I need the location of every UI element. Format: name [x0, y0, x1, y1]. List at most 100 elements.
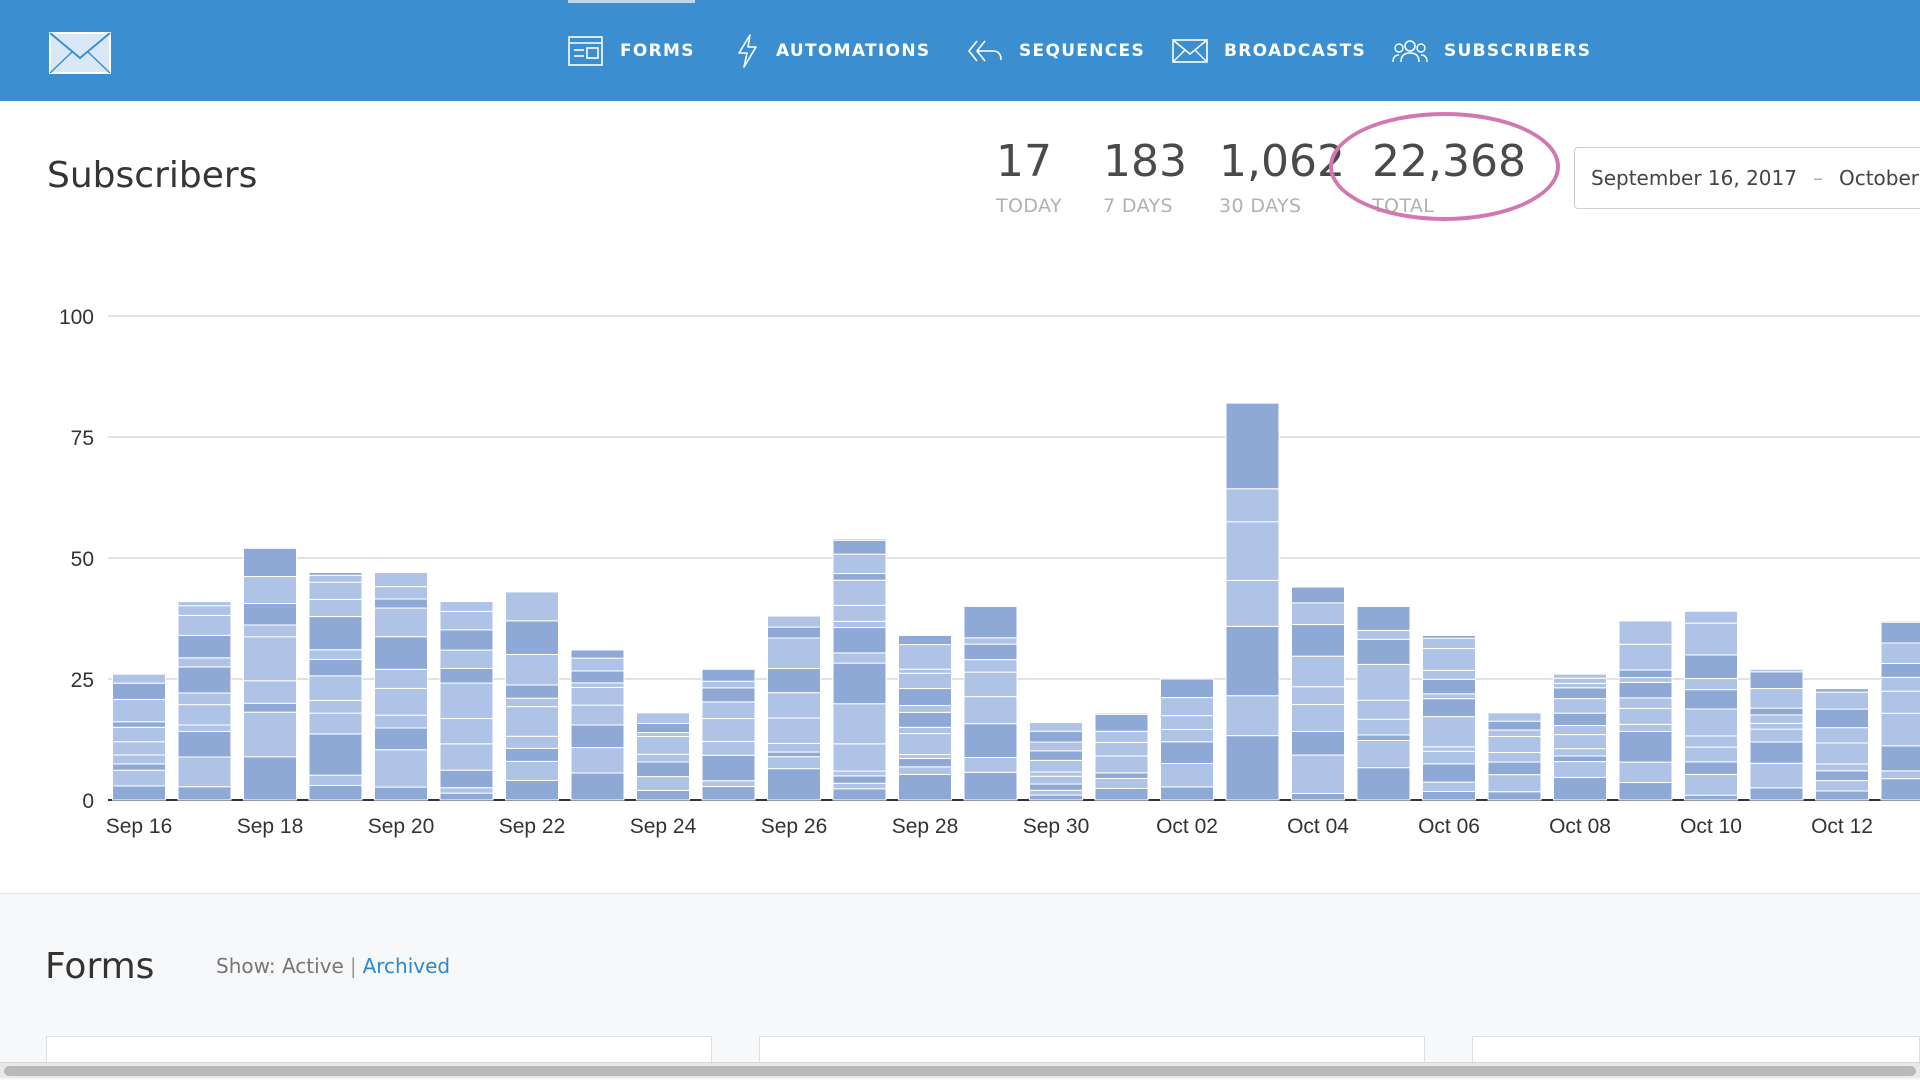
- bar-segment: [898, 757, 952, 768]
- bar-segment: [963, 605, 1018, 639]
- bar-sep-18[interactable]: [243, 547, 297, 801]
- nav-item-subscribers[interactable]: SUBSCRIBERS: [1392, 0, 1591, 101]
- bar-segment: [1880, 621, 1920, 644]
- bar-segment: [570, 772, 625, 801]
- bar-segment: [898, 688, 952, 707]
- y-tick-label: 0: [82, 790, 94, 813]
- bar-segment: [1160, 763, 1214, 788]
- bar-segment: [1880, 690, 1920, 714]
- bar-sep-27[interactable]: [832, 538, 887, 801]
- bar-segment: [1618, 697, 1673, 709]
- bar-segment: [1880, 676, 1920, 692]
- bar-segment: [1880, 778, 1920, 801]
- bar-oct-09[interactable]: [1618, 620, 1673, 801]
- bar-oct-10[interactable]: [1684, 610, 1738, 801]
- bar-sep-21[interactable]: [439, 601, 494, 801]
- bar-sep-17[interactable]: [177, 601, 232, 801]
- bar-segment: [1815, 742, 1869, 765]
- nav-item-forms[interactable]: FORMS: [568, 0, 695, 101]
- bar-oct-01[interactable]: [1094, 712, 1149, 801]
- bar-segment: [767, 626, 821, 639]
- bar-segment: [439, 792, 494, 801]
- bar-segment: [898, 726, 952, 735]
- nav-label-subscribers: SUBSCRIBERS: [1444, 40, 1592, 61]
- bar-segment: [636, 753, 690, 763]
- bar-sep-23[interactable]: [570, 649, 625, 801]
- bar-sep-16[interactable]: [112, 673, 166, 801]
- bar-segment: [1029, 741, 1083, 752]
- bar-segment: [1029, 759, 1083, 773]
- forms-filter-active[interactable]: Active: [281, 954, 344, 978]
- date-range-picker[interactable]: September 16, 2017–October 1: [1574, 147, 1920, 209]
- bar-segment: [898, 634, 952, 646]
- bar-sep-22[interactable]: [505, 591, 559, 801]
- bar-segment: [636, 736, 690, 755]
- bar-segment: [374, 668, 428, 689]
- bar-segment: [701, 780, 756, 788]
- nav-item-automations[interactable]: AUTOMATIONS: [736, 0, 930, 101]
- nav-item-sequences[interactable]: SEQUENCES: [967, 0, 1145, 101]
- x-tick-label: Sep 30: [1023, 815, 1090, 838]
- bar-segment: [1815, 708, 1869, 729]
- bar-segment: [832, 788, 887, 801]
- bar-oct-02[interactable]: [1160, 678, 1214, 801]
- bar-segment: [1356, 663, 1411, 701]
- bar-segment: [1815, 688, 1869, 693]
- bar-sep-26[interactable]: [767, 615, 821, 801]
- bar-oct-08[interactable]: [1553, 673, 1607, 801]
- bar-oct-13[interactable]: [1880, 620, 1920, 801]
- bar-segment: [177, 730, 232, 758]
- bar-segment: [1029, 730, 1083, 743]
- bar-segment: [1487, 729, 1542, 738]
- bar-segment: [177, 614, 232, 636]
- bar-segment: [767, 615, 821, 628]
- bar-segment: [832, 652, 887, 664]
- bar-sep-25[interactable]: [701, 668, 756, 801]
- bar-oct-06[interactable]: [1422, 634, 1476, 801]
- stat-total-label: TOTAL: [1372, 195, 1435, 217]
- bar-segment: [898, 766, 952, 775]
- scrollbar-thumb[interactable]: [4, 1066, 1916, 1076]
- stat-total: 22,368 TOTAL: [1372, 136, 1526, 217]
- bar-segment: [1553, 761, 1607, 778]
- bar-segment: [505, 620, 559, 655]
- bar-segment: [1749, 762, 1804, 789]
- bar-oct-03[interactable]: [1225, 402, 1280, 801]
- bar-segment: [177, 666, 232, 694]
- stat-7-days: 183 7 DAYS: [1103, 136, 1187, 217]
- bar-sep-30[interactable]: [1029, 722, 1083, 801]
- bar-segment: [1618, 677, 1673, 683]
- bar-segment: [1684, 735, 1738, 748]
- bar-segment: [1618, 782, 1673, 801]
- bar-segment: [439, 649, 494, 669]
- bar-segment: [963, 643, 1018, 661]
- bar-sep-20[interactable]: [374, 572, 428, 801]
- bar-sep-28[interactable]: [898, 634, 952, 801]
- bar-segment: [439, 601, 494, 612]
- bar-segment: [636, 789, 690, 801]
- bar-segment: [439, 682, 494, 720]
- horizontal-scrollbar[interactable]: [0, 1062, 1920, 1078]
- bar-segment: [439, 629, 494, 651]
- bar-segment: [1225, 521, 1280, 581]
- nav-item-broadcasts[interactable]: BROADCASTS: [1172, 0, 1366, 101]
- bar-segment: [1029, 794, 1083, 801]
- bar-segment: [1422, 693, 1476, 700]
- bar-segment: [1553, 755, 1607, 763]
- bar-sep-24[interactable]: [636, 712, 690, 801]
- bar-segment: [1422, 750, 1476, 765]
- bar-oct-05[interactable]: [1356, 605, 1411, 801]
- main-nav: FORMS AUTOMATIONS SEQUENCES BROADCASTS: [0, 0, 1920, 101]
- bar-oct-07[interactable]: [1487, 712, 1542, 801]
- bar-segment: [1815, 691, 1869, 710]
- bar-segment: [112, 769, 166, 787]
- bar-sep-29[interactable]: [963, 605, 1018, 801]
- mail-logo-icon[interactable]: [49, 32, 111, 74]
- bar-segment: [439, 743, 494, 771]
- bar-sep-19[interactable]: [308, 572, 363, 801]
- forms-filter-archived[interactable]: Archived: [362, 954, 451, 978]
- bar-oct-04[interactable]: [1291, 586, 1345, 801]
- bar-segment: [767, 742, 821, 753]
- bar-oct-11[interactable]: [1749, 668, 1804, 801]
- bar-oct-12[interactable]: [1815, 688, 1869, 801]
